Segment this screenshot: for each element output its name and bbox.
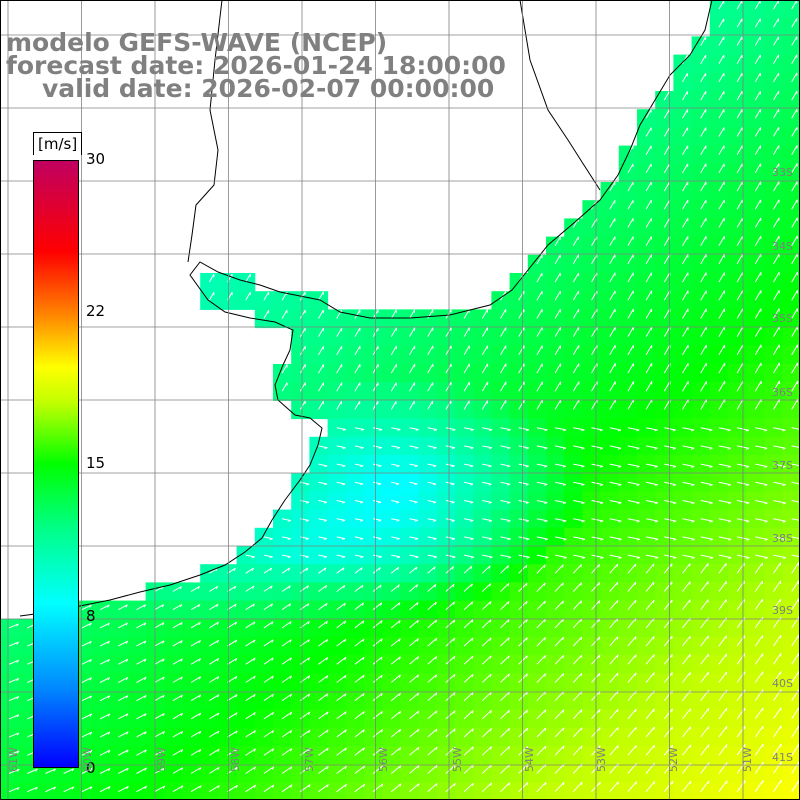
lat-label-33s: 33S [772, 166, 793, 179]
lat-label-34s: 34S [772, 240, 793, 253]
lon-label-56w: 56W [377, 747, 390, 772]
lat-label-39s: 39S [772, 604, 793, 617]
lat-label-41s: 41S [772, 751, 793, 764]
valid-date: valid date: 2026-02-07 00:00:00 [42, 74, 495, 103]
coastline [19, 0, 713, 617]
lon-label-60w: 60W [81, 747, 94, 772]
colorbar-tick-30: 30 [86, 150, 106, 168]
colorbar [33, 160, 79, 768]
colorbar-gradient [34, 161, 78, 767]
lat-label-38s: 38S [772, 532, 793, 545]
forecast-date: forecast date: 2026-01-24 18:00:00 [6, 51, 506, 80]
lon-label-51w: 51W [741, 747, 754, 772]
colorbar-tick-8: 8 [86, 607, 96, 625]
lon-label-55w: 55W [451, 747, 464, 772]
colorbar-tick-0: 0 [86, 759, 96, 777]
model-title: modelo GEFS-WAVE (NCEP) [6, 28, 388, 57]
lagoon-line [519, 0, 601, 191]
lon-label-61w: 61W [7, 747, 20, 772]
colorbar-units: [m/s] [33, 132, 83, 155]
lat-label-40s: 40S [772, 677, 793, 690]
lat-label-36s: 36S [772, 386, 793, 399]
lat-label-35s: 35S [772, 312, 793, 325]
lon-label-54w: 54W [523, 747, 536, 772]
lon-label-53w: 53W [595, 747, 608, 772]
lon-label-52w: 52W [667, 747, 680, 772]
lon-label-59w: 59W [155, 747, 168, 772]
border-line [187, 0, 223, 263]
lon-label-58w: 58W [229, 747, 242, 772]
lat-label-37s: 37S [772, 459, 793, 472]
lon-label-57w: 57W [303, 747, 316, 772]
colorbar-tick-22: 22 [86, 302, 106, 320]
colorbar-tick-15: 15 [86, 454, 106, 472]
